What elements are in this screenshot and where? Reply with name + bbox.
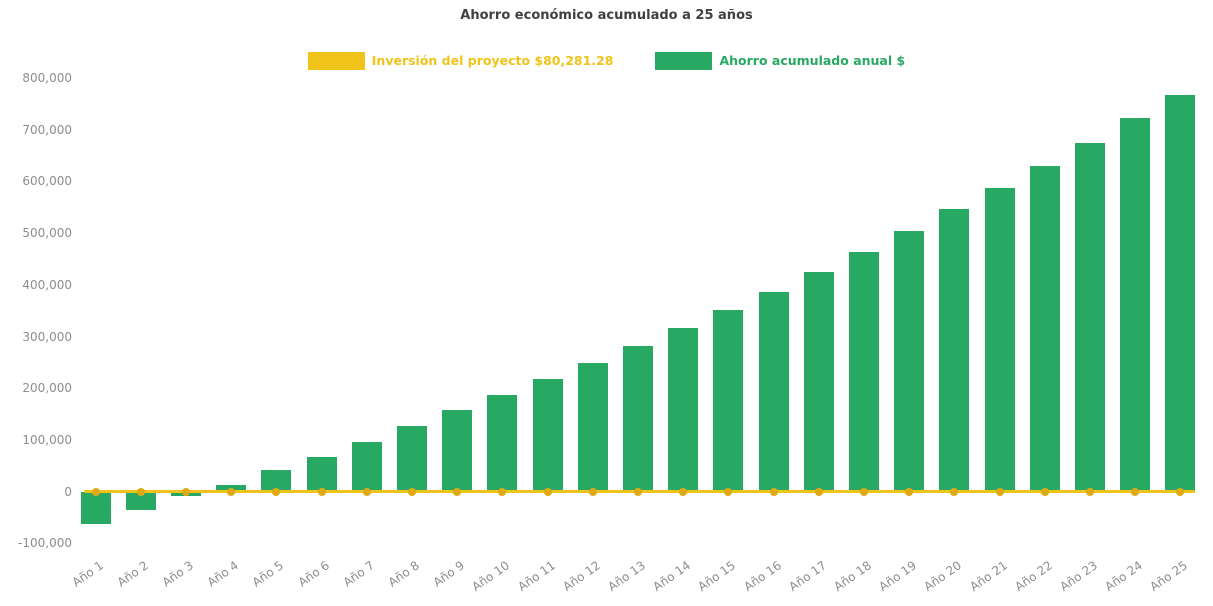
investment-line-marker	[995, 487, 1004, 496]
legend-swatch	[307, 52, 365, 70]
y-axis-tick-label: 100,000	[22, 432, 72, 447]
legend-item: Ahorro acumulado anual $	[655, 52, 905, 70]
bar-year-5	[261, 470, 292, 492]
legend-label: Inversión del proyecto $80,281.28	[371, 53, 614, 68]
investment-line-marker	[1176, 487, 1185, 496]
investment-line-marker	[1131, 487, 1140, 496]
investment-line-marker	[814, 487, 823, 496]
bar-year-24	[1120, 118, 1151, 492]
investment-line-marker	[633, 487, 642, 496]
investment-line-marker	[498, 487, 507, 496]
bar-year-8	[396, 426, 427, 492]
investment-line-marker	[272, 487, 281, 496]
bar-year-23	[1074, 142, 1105, 492]
y-axis-tick-label: 400,000	[22, 277, 72, 292]
investment-line-marker	[362, 487, 371, 496]
bar-year-16	[758, 291, 789, 492]
investment-line-marker	[407, 487, 416, 496]
legend-label: Ahorro acumulado anual $	[719, 53, 906, 68]
bar-year-9	[442, 410, 473, 492]
y-axis-tick-label: 800,000	[22, 71, 72, 85]
investment-line-marker	[181, 487, 190, 496]
y-axis-tick-label: 0	[64, 484, 72, 499]
bar-year-18	[848, 252, 879, 492]
investment-line-marker	[227, 487, 236, 496]
investment-line-marker	[91, 487, 100, 496]
bar-year-14	[668, 327, 699, 492]
bar-year-15	[713, 309, 744, 492]
y-axis-tick-label: 200,000	[22, 381, 72, 396]
investment-line-marker	[859, 487, 868, 496]
investment-line-marker	[543, 487, 552, 496]
chart-title: Ahorro económico acumulado a 25 años	[460, 8, 753, 23]
bar-year-12	[577, 362, 608, 492]
bar-year-20	[939, 209, 970, 492]
bar-year-21	[984, 188, 1015, 492]
bar-year-13	[622, 346, 653, 492]
bar-year-19	[894, 230, 925, 492]
y-axis-tick-label: 600,000	[22, 174, 72, 189]
bar-year-11	[532, 379, 563, 492]
investment-line-marker	[950, 487, 959, 496]
legend-swatch	[655, 52, 713, 70]
bar-year-25	[1165, 94, 1196, 492]
investment-line-marker	[1040, 487, 1049, 496]
investment-line-marker	[136, 487, 145, 496]
y-axis-tick-label: 500,000	[22, 226, 72, 241]
legend: Inversión del proyecto $80,281.28 Ahorro …	[0, 52, 1213, 70]
investment-line-marker	[679, 487, 688, 496]
investment-line-marker	[588, 487, 597, 496]
bar-year-7	[351, 442, 382, 492]
bar-year-6	[306, 457, 337, 492]
bar-year-1	[80, 491, 111, 524]
legend-item: Inversión del proyecto $80,281.28	[307, 52, 614, 70]
investment-line-marker	[317, 487, 326, 496]
y-axis-tick-label: 700,000	[22, 122, 72, 137]
investment-line-marker	[769, 487, 778, 496]
bar-year-22	[1029, 165, 1060, 492]
investment-line-marker	[905, 487, 914, 496]
bar-year-10	[487, 395, 518, 492]
bar-year-17	[803, 272, 834, 492]
y-axis-tick-label: 300,000	[22, 329, 72, 344]
investment-line-marker	[453, 487, 462, 496]
investment-line-marker	[724, 487, 733, 496]
investment-line-marker	[1085, 487, 1094, 496]
bar-year-2	[125, 491, 156, 511]
y-axis-tick-label: -100,000	[18, 536, 72, 551]
